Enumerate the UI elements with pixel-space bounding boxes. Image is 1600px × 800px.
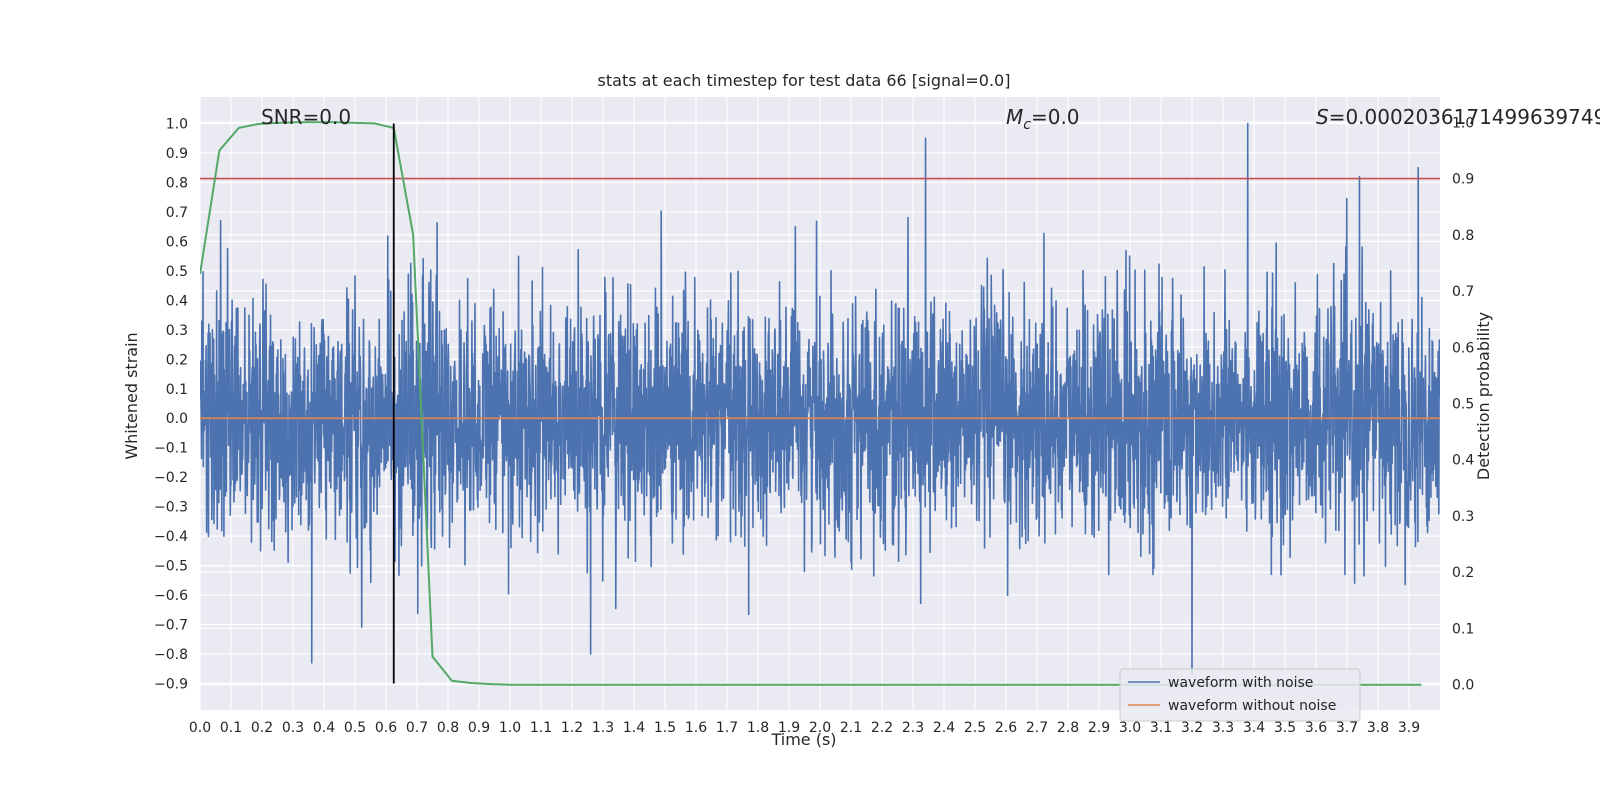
snr-annotation: SNR=0.0	[261, 105, 351, 129]
y2-tick-label: 0.8	[1452, 228, 1474, 244]
x-tick-label: 2.2	[871, 720, 893, 736]
x-tick-label: 2.0	[809, 720, 831, 736]
series-line-waveform-with-noise	[200, 122, 1440, 676]
y-tick-label: 0.5	[166, 264, 188, 280]
y-tick-label: −0.3	[154, 500, 188, 516]
x-tick-label: 1.8	[747, 720, 769, 736]
y2-tick-label: 0.3	[1452, 509, 1474, 525]
s-symbol: S	[1316, 105, 1329, 129]
y2-axis-ticks: 1.0 0.9 0.8 0.7 0.6 0.5 0.4 0.3 0.2 0.1 0.0	[1452, 115, 1474, 693]
y-tick-label: 0.3	[166, 323, 188, 339]
chart-title: stats at each timestep for test data 66 …	[598, 71, 1011, 90]
x-tick-label: 2.5	[964, 720, 986, 736]
y-tick-label: −0.7	[154, 618, 188, 634]
legend-frame	[1119, 668, 1361, 722]
y2-tick-label: 0.9	[1452, 172, 1474, 188]
y-tick-label: −0.6	[154, 588, 188, 604]
x-tick-label: 1.0	[499, 720, 521, 736]
y-tick-label: 0.1	[166, 382, 188, 398]
y2-tick-label: 0.2	[1452, 565, 1474, 581]
x-tick-label: 2.9	[1088, 720, 1110, 736]
y-tick-label: 0.9	[166, 146, 188, 162]
y-tick-label: 0.2	[166, 352, 188, 368]
x-tick-label: 3.3	[1212, 720, 1234, 736]
x-tick-label: 2.1	[840, 720, 862, 736]
y-tick-label: −0.2	[154, 470, 188, 486]
y-tick-label: 0.8	[166, 175, 188, 191]
y2-tick-label: 1.0	[1452, 115, 1474, 131]
chirp-mass-annotation: Mc=0.0	[1006, 105, 1080, 133]
y2-tick-label: 0.5	[1452, 397, 1474, 413]
x-tick-label: 2.4	[933, 720, 955, 736]
legend: waveform with noise waveform without noi…	[1119, 668, 1361, 722]
x-tick-label: 2.8	[1057, 720, 1079, 736]
x-tick-label: 0.5	[344, 720, 366, 736]
y-tick-label: −0.5	[154, 559, 188, 575]
series-line-detection-probability	[200, 121, 1422, 686]
plot-content	[200, 121, 1440, 686]
y-tick-label: 1.0	[166, 117, 188, 133]
x-tick-label: 3.5	[1274, 720, 1296, 736]
y2-tick-label: 0.4	[1452, 453, 1474, 469]
s-annotation: S=0.00020361714996397495	[1316, 105, 1600, 129]
chirp-mass-subscript: c	[1023, 117, 1031, 133]
x-tick-label: 0.8	[437, 720, 459, 736]
y2-tick-label: 0.0	[1452, 678, 1474, 694]
y-tick-label: 0.0	[166, 411, 188, 427]
y-tick-label: 0.4	[166, 293, 188, 309]
x-tick-label: 3.4	[1243, 720, 1265, 736]
y-axis-ticks: 1.0 0.9 0.8 0.7 0.6 0.5 0.4 0.3 0.2 0.1 0.0 −0.1 −0.…	[154, 117, 188, 693]
x-tick-label: 1.4	[623, 720, 645, 736]
chirp-mass-symbol: M	[1006, 105, 1023, 129]
y-tick-label: 0.6	[166, 234, 188, 250]
x-axis-ticks: 0.0 0.1 0.2 0.3 0.4 0.5 0.6 0.7 0.8 0.9 1.0 1.1 1.2 1…	[189, 720, 1420, 736]
x-tick-label: 0.0	[189, 720, 211, 736]
x-tick-label: 2.3	[902, 720, 924, 736]
y-tick-label: −0.4	[154, 529, 188, 545]
x-tick-label: 0.9	[468, 720, 490, 736]
y-tick-label: −0.9	[154, 676, 188, 692]
x-tick-label: 3.6	[1305, 720, 1327, 736]
legend-label-waveform-with-noise: waveform with noise	[1168, 675, 1313, 691]
s-value: =0.00020361714996397495	[1329, 105, 1600, 129]
y-tick-label: −0.8	[154, 647, 188, 663]
y2-tick-label: 0.6	[1452, 340, 1474, 356]
x-tick-label: 0.2	[251, 720, 273, 736]
x-tick-label: 2.6	[995, 720, 1017, 736]
x-tick-label: 1.6	[685, 720, 707, 736]
x-tick-label: 1.1	[530, 720, 552, 736]
x-tick-label: 0.6	[375, 720, 397, 736]
x-tick-label: 1.5	[654, 720, 676, 736]
y2-axis-label: Detection probability	[1474, 312, 1493, 480]
legend-label-waveform-without-noise: waveform without noise	[1168, 698, 1336, 714]
y-axis-label: Whitened strain	[122, 332, 141, 459]
chirp-mass-value: =0.0	[1031, 105, 1080, 129]
x-tick-label: 1.7	[716, 720, 738, 736]
x-tick-label: 3.8	[1367, 720, 1389, 736]
x-axis-label: Time (s)	[770, 730, 836, 749]
x-tick-label: 0.3	[282, 720, 304, 736]
x-tick-label: 1.3	[592, 720, 614, 736]
x-tick-label: 3.1	[1150, 720, 1172, 736]
x-tick-label: 0.4	[313, 720, 335, 736]
x-tick-label: 0.7	[406, 720, 428, 736]
y-tick-label: 0.7	[166, 205, 188, 221]
x-tick-label: 1.2	[561, 720, 583, 736]
x-tick-label: 0.1	[220, 720, 242, 736]
x-tick-label: 2.7	[1026, 720, 1048, 736]
y-tick-label: −0.1	[154, 441, 188, 457]
y2-tick-label: 0.1	[1452, 621, 1474, 637]
x-tick-label: 3.7	[1336, 720, 1358, 736]
y2-tick-label: 0.7	[1452, 284, 1474, 300]
x-tick-label: 1.9	[778, 720, 800, 736]
x-tick-label: 3.9	[1398, 720, 1420, 736]
x-tick-label: 3.2	[1181, 720, 1203, 736]
x-tick-label: 3.0	[1119, 720, 1141, 736]
